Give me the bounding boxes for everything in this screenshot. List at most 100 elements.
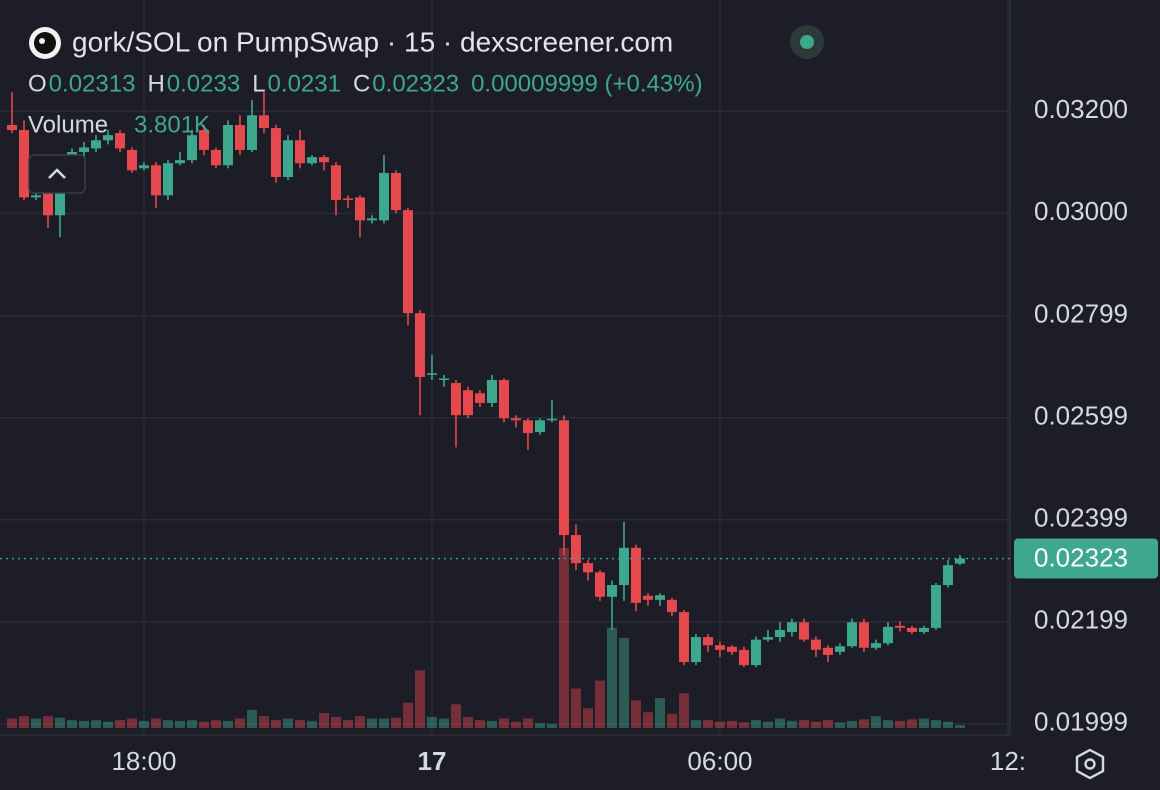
settings-button[interactable]	[1075, 748, 1105, 780]
volume-bar	[942, 721, 953, 728]
volume-bar	[522, 718, 533, 728]
price-change: 0.00009999 (+0.43%)	[471, 70, 703, 97]
volume-bar	[378, 718, 389, 728]
collapse-button[interactable]	[28, 154, 86, 194]
candle-body	[198, 130, 209, 150]
volume-bar	[858, 719, 869, 728]
candle-body	[630, 547, 641, 603]
y-tick-label: 0.02199	[1034, 605, 1128, 635]
candle-body	[750, 639, 761, 666]
candle-body	[162, 163, 173, 196]
candle-body	[318, 157, 329, 163]
volume-bar	[786, 720, 797, 728]
candle-body	[414, 313, 425, 377]
volume-bar	[570, 688, 581, 728]
candle-body	[834, 646, 845, 652]
volume-bar	[186, 720, 197, 728]
candle-body	[138, 165, 149, 169]
candle-body	[234, 124, 245, 150]
volume-bar	[294, 720, 305, 728]
candle-body	[774, 629, 785, 638]
volume-bar	[138, 720, 149, 728]
x-tick-label: 17	[418, 746, 447, 776]
volume-bar	[150, 718, 161, 728]
volume-bar	[246, 709, 257, 728]
volume-bar	[162, 720, 173, 728]
volume-bar	[78, 720, 89, 728]
candle-body	[402, 210, 413, 314]
volume-bar	[654, 698, 665, 728]
volume-bar	[618, 638, 629, 728]
collapse-icon	[48, 168, 66, 179]
volume-bar	[906, 719, 917, 728]
volume-bar	[438, 718, 449, 728]
ohlc-value: 0.0233	[167, 70, 240, 97]
volume-bar	[270, 720, 281, 728]
candle-body	[582, 563, 593, 573]
volume-bar	[390, 717, 401, 728]
y-tick-label: 0.02799	[1034, 299, 1128, 329]
candle-body	[54, 185, 65, 216]
volume-bar	[546, 724, 557, 728]
volume-bar	[894, 720, 905, 728]
candle-body	[618, 547, 629, 586]
x-tick-label: 06:00	[687, 746, 752, 776]
volume-bar	[102, 721, 113, 728]
candle-body	[678, 612, 689, 663]
volume-bar	[282, 718, 293, 728]
volume-bar	[762, 721, 773, 728]
volume-bar	[210, 720, 221, 728]
candle-body	[798, 622, 809, 640]
volume-bar	[750, 720, 761, 728]
volume-bar	[66, 720, 77, 728]
volume-bar	[774, 718, 785, 728]
candle-body	[270, 128, 281, 177]
candle-body	[738, 649, 749, 666]
ohlc-letter: O	[28, 70, 47, 97]
volume-bar	[702, 720, 713, 728]
volume-bar	[678, 693, 689, 728]
candle-body	[522, 420, 533, 434]
volume-bar	[6, 718, 17, 728]
candle-body	[126, 149, 137, 171]
candle-body	[78, 147, 89, 152]
volume-bar	[366, 718, 377, 728]
ohlc-value: 0.02313	[49, 70, 136, 97]
candle-body	[462, 390, 473, 416]
volume-bar	[462, 716, 473, 728]
volume-bar	[354, 716, 365, 728]
candle-body	[762, 637, 773, 640]
candle-body	[450, 383, 461, 416]
volume-bar	[174, 720, 185, 728]
candle-body	[390, 172, 401, 211]
volume-bar	[558, 548, 569, 728]
volume-bars	[6, 548, 965, 728]
candle-body	[90, 140, 101, 149]
volume-value: 3.801K	[134, 111, 210, 138]
last-price-box	[1014, 538, 1158, 579]
candle-body	[342, 198, 353, 200]
ohlc-letter: H	[147, 70, 164, 97]
x-tick-label: 12:	[990, 746, 1026, 776]
candle-body	[42, 193, 53, 216]
volume-bar	[594, 680, 605, 728]
candle-body	[330, 165, 341, 200]
candle-body	[18, 130, 29, 198]
volume-bar	[30, 718, 41, 728]
volume-bar	[798, 720, 809, 728]
candle-body	[510, 418, 521, 421]
volume-bar	[690, 720, 701, 728]
candle-body	[294, 140, 305, 164]
ohlc-value: 0.0231	[268, 70, 341, 97]
candle-body	[594, 572, 605, 597]
candle-body	[6, 124, 17, 131]
candle-body	[114, 133, 125, 149]
volume-bar	[582, 708, 593, 728]
candle-body	[822, 647, 833, 655]
candle-body	[942, 565, 953, 586]
last-price-label: 0.02323	[1034, 542, 1128, 572]
candle-body	[642, 595, 653, 600]
volume-bar	[498, 718, 509, 728]
